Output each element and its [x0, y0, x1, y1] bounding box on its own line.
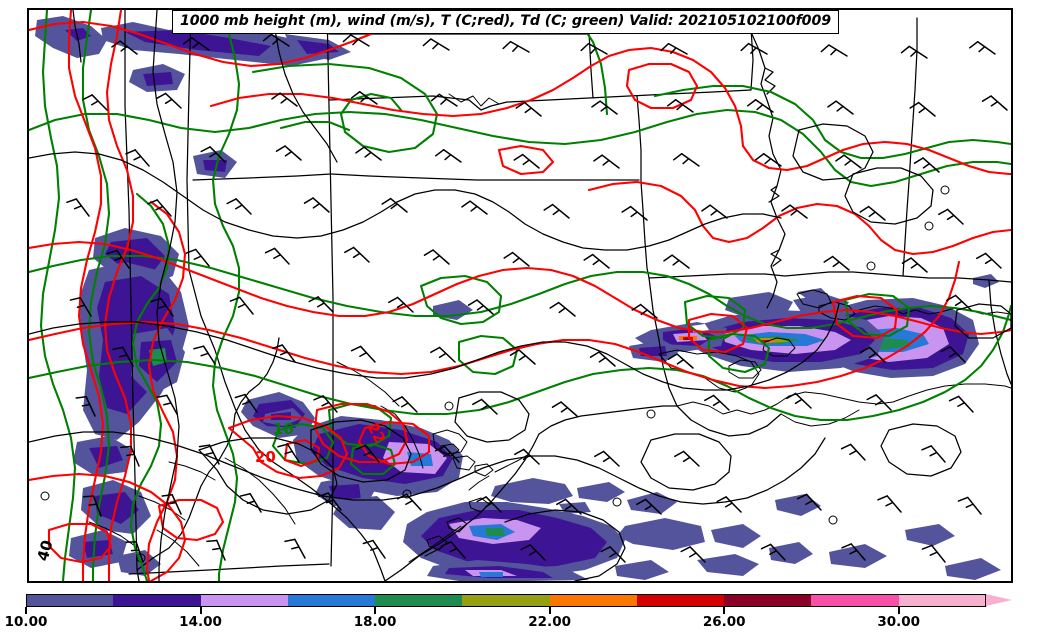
colorbar-gradient[interactable] — [26, 594, 987, 607]
colorbar[interactable]: 10.00 14.00 18.00 22.00 26.00 30.00 — [0, 588, 1037, 633]
colorbar-segment-light-orchid — [200, 594, 289, 607]
map-canvas: 40 16 22 20 — [29, 10, 1011, 581]
svg-text:20: 20 — [255, 448, 276, 466]
colorbar-tick — [374, 607, 377, 614]
plot-title-box: 1000 mb height (m), wind (m/s), T (C;red… — [172, 10, 839, 34]
colorbar-tick — [25, 607, 27, 614]
colorbar-tick — [199, 607, 202, 614]
colorbar-segment-slate-blue — [26, 594, 114, 607]
temperature-contours — [29, 10, 1011, 581]
colorbar-tick-label: 18.00 — [353, 614, 397, 630]
colorbar-segment-sea-green — [375, 594, 464, 607]
shaded-field-layer — [35, 16, 1001, 581]
colorbar-segment-orange — [549, 594, 638, 607]
plot-title-text: 1000 mb height (m), wind (m/s), T (C;red… — [180, 13, 831, 29]
colorbar-segment-red — [636, 594, 725, 607]
colorbar-segment-light-pink — [898, 594, 987, 607]
colorbar-tick — [897, 607, 900, 614]
svg-text:40: 40 — [34, 538, 57, 563]
colorbar-extend-arrow — [986, 594, 1012, 606]
colorbar-segment-dodger-blue — [287, 594, 376, 607]
colorbar-tick-label: 14.00 — [179, 614, 222, 630]
svg-text:16: 16 — [273, 420, 294, 438]
colorbar-segment-dark-crimson — [724, 594, 813, 607]
colorbar-tick-label: 10.00 — [4, 614, 48, 630]
colorbar-segment-olive — [462, 594, 551, 607]
colorbar-segment-hot-pink — [811, 594, 900, 607]
colorbar-tick — [548, 607, 551, 614]
colorbar-tick-label: 22.00 — [528, 614, 571, 630]
colorbar-tick-label: 30.00 — [877, 614, 921, 630]
colorbar-segment-deep-violet — [113, 594, 202, 607]
colorbar-tick-label: 26.00 — [702, 614, 746, 630]
map-plot-area[interactable]: 40 16 22 20 — [27, 8, 1013, 583]
height-contours — [29, 10, 1011, 581]
colorbar-tick — [723, 607, 726, 614]
